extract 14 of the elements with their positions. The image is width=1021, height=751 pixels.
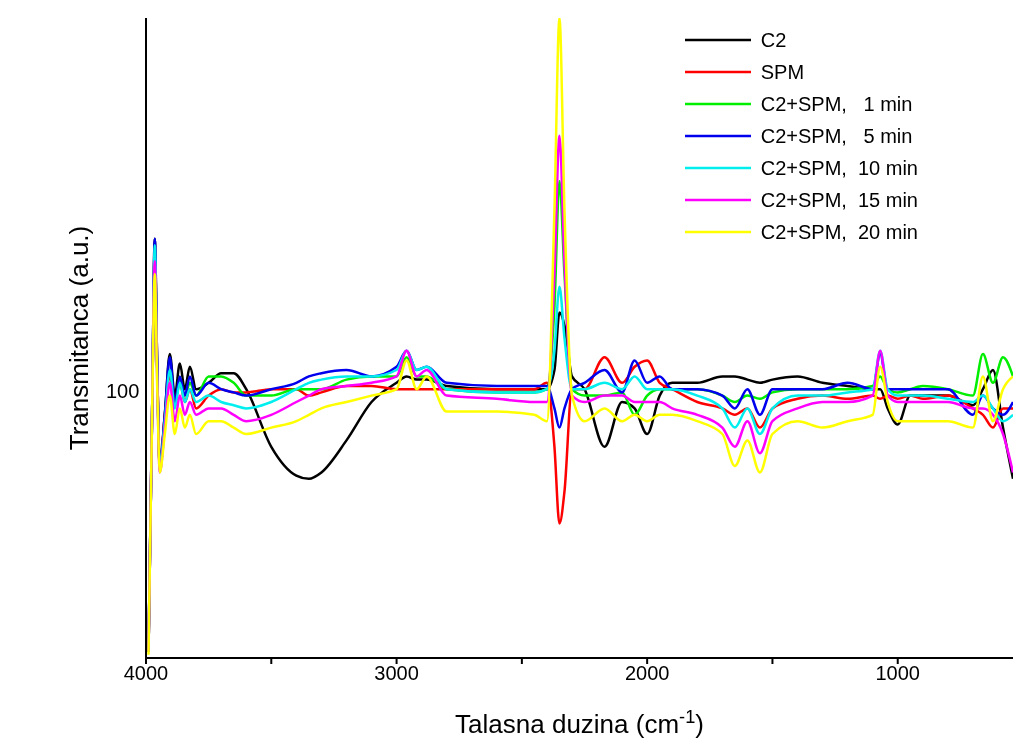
x-axis-title: Talasna duzina (cm$^{-1}$) <box>455 707 704 739</box>
legend-label: C2+SPM, 20 min <box>760 220 918 244</box>
legend-label: C2 <box>760 28 787 52</box>
y-axis-title: Transmitanca (a.u.) <box>64 225 94 451</box>
text: 100 <box>106 380 140 403</box>
legend-label: C2+SPM, 5 min <box>760 124 913 148</box>
legend-label: SPM <box>760 60 805 84</box>
x-tick-label: 1000 <box>875 662 920 685</box>
x-tick-label: 3000 <box>374 662 419 685</box>
legend-label: C2+SPM, 1 min <box>760 92 913 116</box>
x-tick-label: 4000 <box>123 662 169 685</box>
legend-label: C2+SPM, 15 min <box>760 188 918 212</box>
legend-label: C2+SPM, 10 min <box>760 156 918 180</box>
x-tick-label: 2000 <box>624 662 670 685</box>
